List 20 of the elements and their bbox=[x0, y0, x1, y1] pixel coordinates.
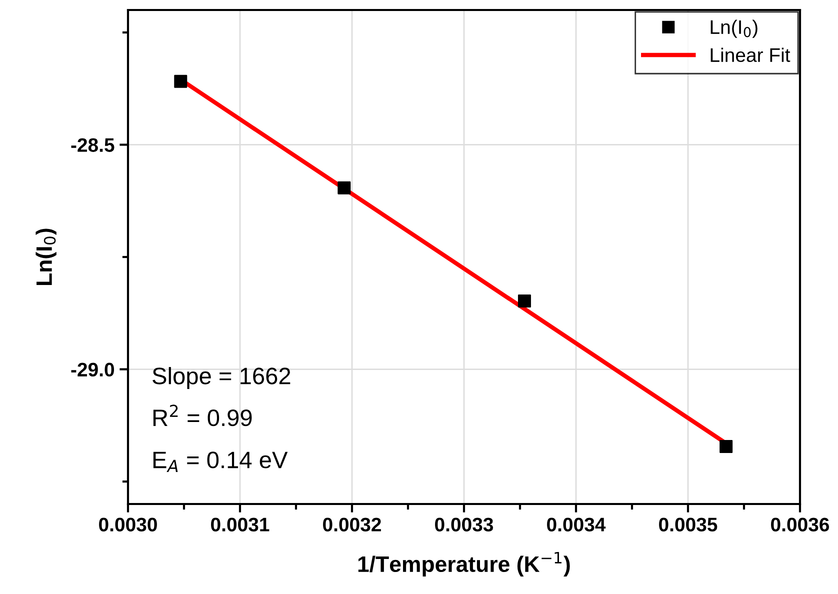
legend-label: Ln(I$_{0}$) bbox=[710, 20, 758, 38]
y-axis-title: Ln(I$_{0}$) bbox=[36, 228, 56, 285]
x-axis-title: 1/Temperature (K$^{−1}$) bbox=[358, 552, 570, 576]
x-tick-label: 0.0031 bbox=[211, 518, 270, 532]
point bbox=[174, 74, 188, 88]
point bbox=[338, 181, 351, 194]
y-tick-label: -29.0 bbox=[71, 362, 114, 377]
x-tick-label: 0.0032 bbox=[323, 518, 381, 532]
x-tick-label: 0.0034 bbox=[547, 518, 606, 532]
annotation: R$^{2}$ = 0.99 bbox=[153, 404, 252, 426]
x-tick-label: 0.0030 bbox=[99, 518, 157, 532]
x-tick-label: 0.0033 bbox=[435, 518, 494, 532]
point bbox=[518, 294, 531, 308]
x-tick-label: 0.0035 bbox=[659, 518, 718, 532]
annotation: Slope = 1662 bbox=[152, 367, 290, 390]
legend-label: Linear Fit bbox=[710, 48, 790, 62]
point bbox=[720, 440, 733, 454]
x-tick-label: 0.0036 bbox=[771, 518, 830, 532]
y-tick-label: -28.5 bbox=[71, 138, 114, 152]
annotation: E$_{A}$ = 0.14 eV bbox=[153, 452, 288, 472]
